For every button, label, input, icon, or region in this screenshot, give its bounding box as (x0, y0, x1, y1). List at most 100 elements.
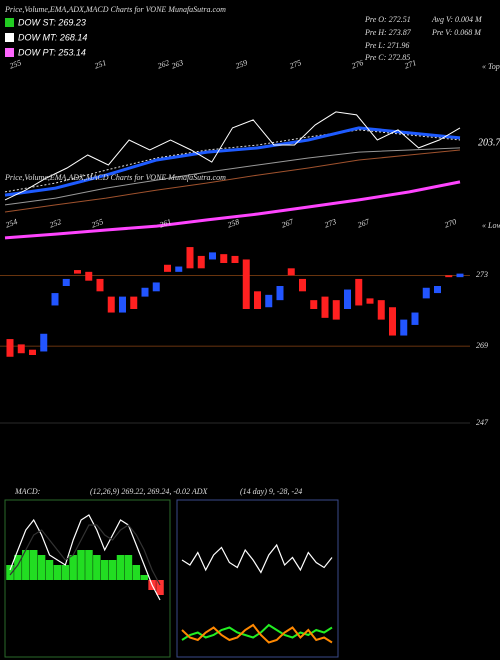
line (9, 524, 161, 586)
level-label: 247 (476, 418, 489, 427)
bottom-label: 258 (226, 217, 240, 230)
right-label: 203.78 (478, 137, 500, 148)
candle (220, 254, 228, 263)
candle (242, 259, 250, 309)
candle (119, 296, 126, 313)
candle (164, 264, 171, 272)
bottom-label: 254 (4, 217, 18, 230)
candle (96, 278, 104, 292)
histogram-bar (53, 565, 62, 580)
histogram-bar (37, 555, 46, 580)
top-label: 262 (156, 58, 170, 71)
candle (299, 278, 306, 292)
stat: Pre L: 271.96 (364, 41, 409, 50)
histogram-bar (108, 560, 117, 580)
candle (197, 255, 205, 269)
candle (434, 286, 441, 294)
candle (29, 349, 36, 355)
candle (276, 286, 284, 301)
candle (400, 319, 408, 336)
candle (310, 300, 318, 309)
histogram-bar (77, 550, 85, 580)
histogram-bar (6, 565, 14, 580)
level-label: 269 (476, 341, 488, 350)
candle (62, 278, 70, 286)
candle (6, 339, 14, 357)
candle (40, 333, 48, 352)
level-label: 273 (476, 270, 488, 279)
line (4, 126, 461, 197)
candle (456, 273, 464, 278)
candle (377, 300, 385, 320)
top-label: 259 (234, 58, 248, 71)
line (4, 149, 461, 213)
candle (422, 287, 430, 299)
candle (85, 271, 93, 281)
candle (107, 296, 115, 313)
stat: Pre H: 273.87 (364, 28, 412, 37)
top-label: 275 (288, 58, 302, 71)
candle (130, 296, 138, 309)
line (181, 623, 333, 641)
line (4, 180, 461, 240)
legend-swatch (5, 18, 14, 27)
bottom-label: 252 (48, 217, 62, 230)
candle (254, 291, 261, 309)
candle (344, 289, 351, 309)
legend-label: DOW PT: 253.14 (18, 47, 86, 57)
histogram-bar (45, 560, 54, 580)
candle (366, 298, 374, 304)
histogram-bar (156, 580, 164, 595)
top-label: 263 (170, 58, 184, 71)
candle (17, 344, 25, 354)
bottom-label: 267 (280, 217, 295, 230)
line (4, 147, 461, 206)
candle (152, 282, 160, 292)
line (181, 543, 333, 574)
candle (355, 278, 363, 306)
candle (209, 252, 216, 260)
candle (74, 270, 81, 274)
candle-title: Price,Volume,EMA,ADX,MACD Charts for VON… (4, 173, 226, 182)
top-edge: « Topa (482, 62, 500, 71)
candle (175, 266, 183, 272)
top-label: 271 (403, 58, 417, 71)
histogram-bar (116, 555, 125, 580)
candle (186, 247, 194, 269)
bottom-label: 267 (356, 217, 371, 230)
candle (265, 294, 273, 308)
bottom-label: 255 (90, 217, 104, 230)
line (4, 111, 461, 201)
candle (411, 312, 419, 325)
histogram-bar (100, 560, 109, 580)
histogram-bar (29, 550, 38, 580)
candle (389, 307, 396, 336)
line (181, 623, 333, 644)
histogram-bar (61, 565, 70, 580)
top-label: 276 (350, 58, 364, 71)
histogram-bar (132, 565, 141, 580)
stat: Avg V: 0.004 M (431, 15, 483, 24)
line (9, 514, 161, 601)
bottom-label: 273 (323, 217, 337, 230)
candle (287, 268, 295, 276)
histogram-bar (69, 555, 77, 580)
legend-swatch (5, 33, 14, 42)
adx-label: (14 day) 9, -28, -24 (240, 487, 302, 496)
candle (51, 293, 59, 306)
bottom-label: 270 (443, 217, 457, 230)
candle (445, 275, 453, 278)
legend-label: DOW ST: 269.23 (18, 17, 86, 27)
histogram-bar (85, 550, 93, 580)
histogram-bar (140, 575, 148, 580)
histogram-bar (124, 555, 133, 580)
bottom-label: 261 (158, 217, 172, 230)
legend-swatch (5, 48, 14, 57)
top-label: 255 (8, 58, 22, 71)
stat: Pre C: 272.85 (364, 53, 410, 62)
bottom-edge: « Lowe (482, 221, 500, 230)
histogram-bar (14, 555, 22, 580)
candle (321, 296, 329, 318)
histogram-bar (22, 550, 30, 580)
